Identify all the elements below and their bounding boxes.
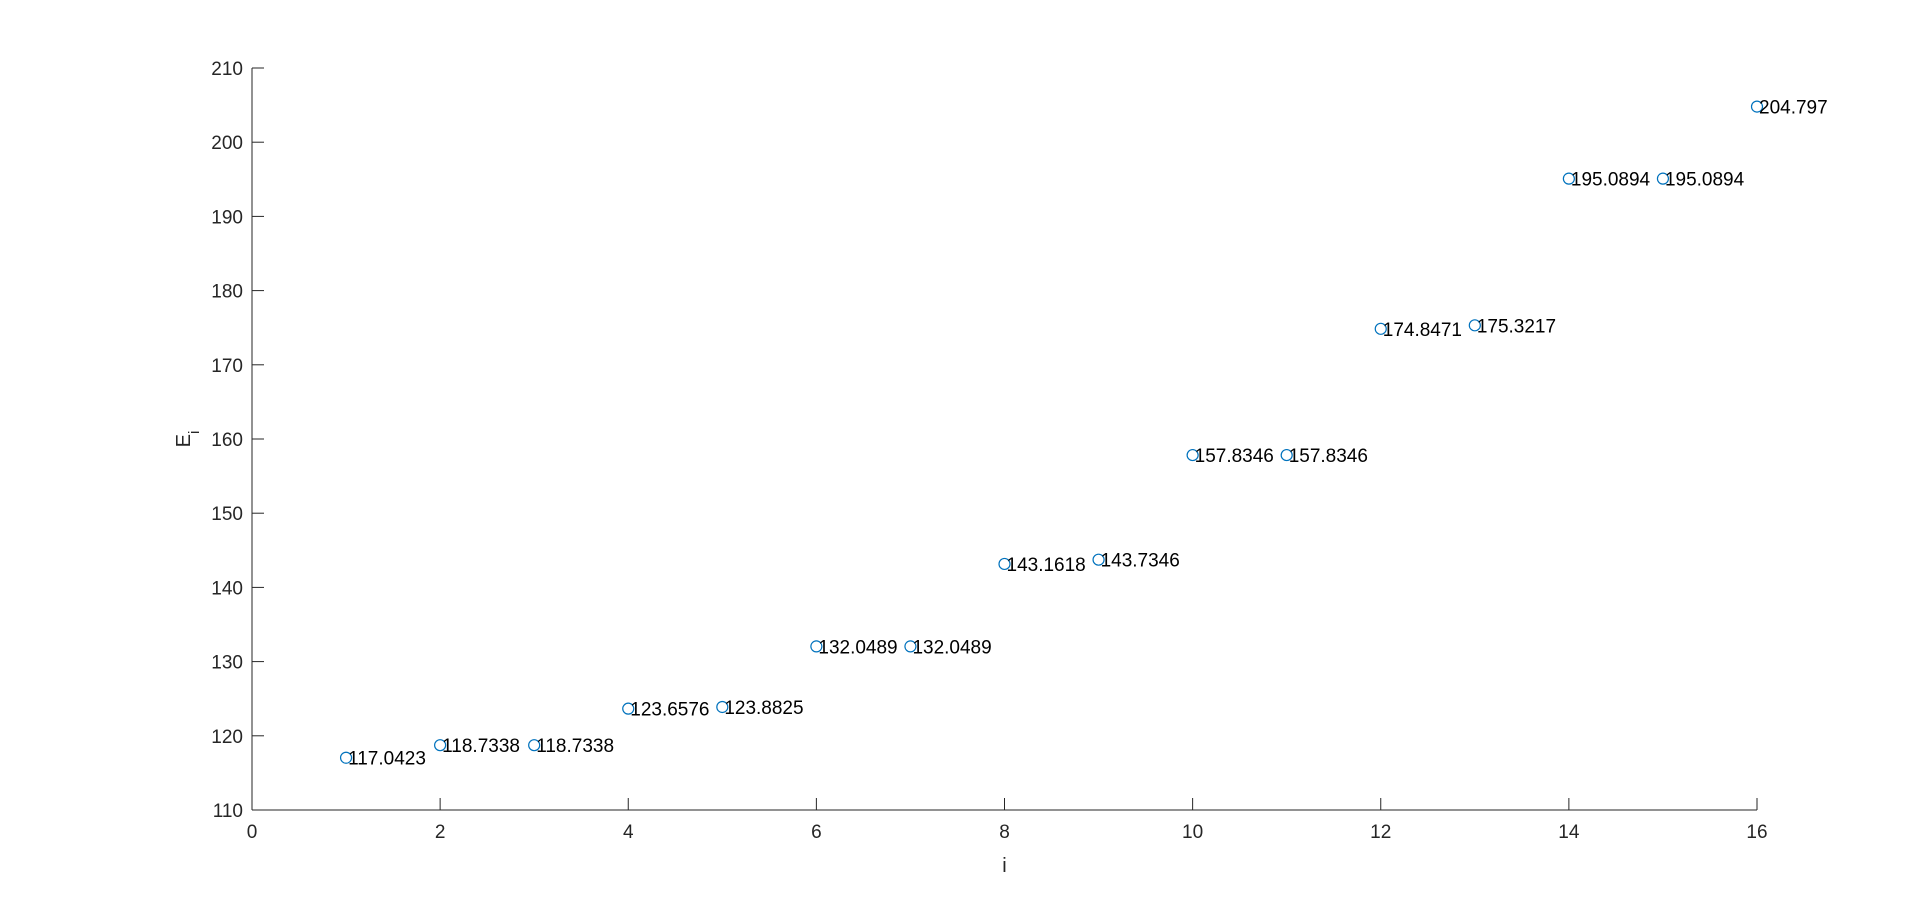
y-tick-label: 110: [213, 801, 243, 822]
data-labels: 117.0423 118.7338 118.7338 123.6576 123.8825…: [348, 98, 1828, 770]
x-tick-label: 8: [999, 822, 1010, 843]
x-tick-label: 12: [1370, 822, 1391, 843]
data-point: [434, 739, 447, 752]
data-label: 143.1618: [1007, 555, 1086, 576]
axes: [251, 68, 1757, 811]
data-label: 175.3217: [1477, 316, 1556, 337]
x-tick-label: 6: [811, 822, 822, 843]
data-point: [810, 640, 823, 653]
x-tick-label: 2: [435, 822, 446, 843]
data-point: [622, 702, 635, 715]
data-label: 143.7346: [1101, 551, 1180, 572]
data-point: [998, 557, 1011, 571]
data-label: 157.8346: [1195, 446, 1274, 467]
y-axis-title-subscript: i: [186, 431, 203, 434]
data-label: 204.797: [1759, 98, 1828, 119]
data-label: 157.8346: [1289, 446, 1368, 467]
data-point: [1468, 319, 1481, 332]
y-tick-label: 150: [211, 504, 243, 525]
y-tick-label: 200: [211, 133, 243, 154]
x-tick-label: 4: [623, 822, 634, 843]
data-label: 195.0894: [1665, 170, 1745, 191]
x-axis-ticks: 0 2 4 6 8 10 12 14 16: [247, 798, 1768, 843]
data-label: 132.0489: [818, 637, 897, 658]
data-label: 118.7338: [536, 736, 614, 757]
data-point: [339, 751, 353, 764]
y-tick-label: 170: [211, 356, 243, 377]
y-axis-title: Ei: [173, 431, 203, 448]
data-point: [1562, 172, 1575, 185]
data-point: [1750, 100, 1764, 113]
data-label: 123.8825: [724, 698, 803, 719]
data-label: 123.6576: [630, 700, 709, 721]
x-tick-label: 14: [1558, 822, 1580, 843]
data-label: 132.0489: [912, 637, 991, 658]
x-tick-label: 16: [1746, 822, 1767, 843]
y-tick-label: 210: [211, 59, 243, 80]
data-point: [1280, 448, 1293, 462]
data-label: 174.8471: [1383, 320, 1462, 341]
data-point: [1092, 553, 1105, 566]
y-tick-label: 130: [211, 653, 243, 674]
y-tick-label: 140: [211, 578, 243, 599]
x-tick-label: 0: [247, 822, 258, 843]
x-axis-title: i: [1002, 855, 1006, 877]
y-tick-label: 120: [211, 727, 243, 748]
data-point: [904, 640, 917, 653]
y-tick-label: 190: [211, 207, 243, 228]
data-point: [1656, 172, 1670, 185]
y-axis-ticks: 110 120 130 140 150 160 170 180 190 200 210: [211, 59, 264, 822]
x-tick-label: 10: [1182, 822, 1203, 843]
data-point: [716, 700, 729, 714]
data-point: [1374, 322, 1387, 335]
y-axis-title-main: E: [173, 434, 195, 447]
data-label: 118.7338: [442, 736, 520, 757]
y-tick-label: 180: [211, 282, 243, 303]
data-label: 117.0423: [348, 749, 426, 770]
data-point: [1186, 448, 1199, 462]
data-label: 195.0894: [1571, 170, 1651, 191]
y-tick-label: 160: [211, 430, 243, 451]
data-points: [339, 100, 1764, 764]
data-point: [528, 739, 541, 752]
